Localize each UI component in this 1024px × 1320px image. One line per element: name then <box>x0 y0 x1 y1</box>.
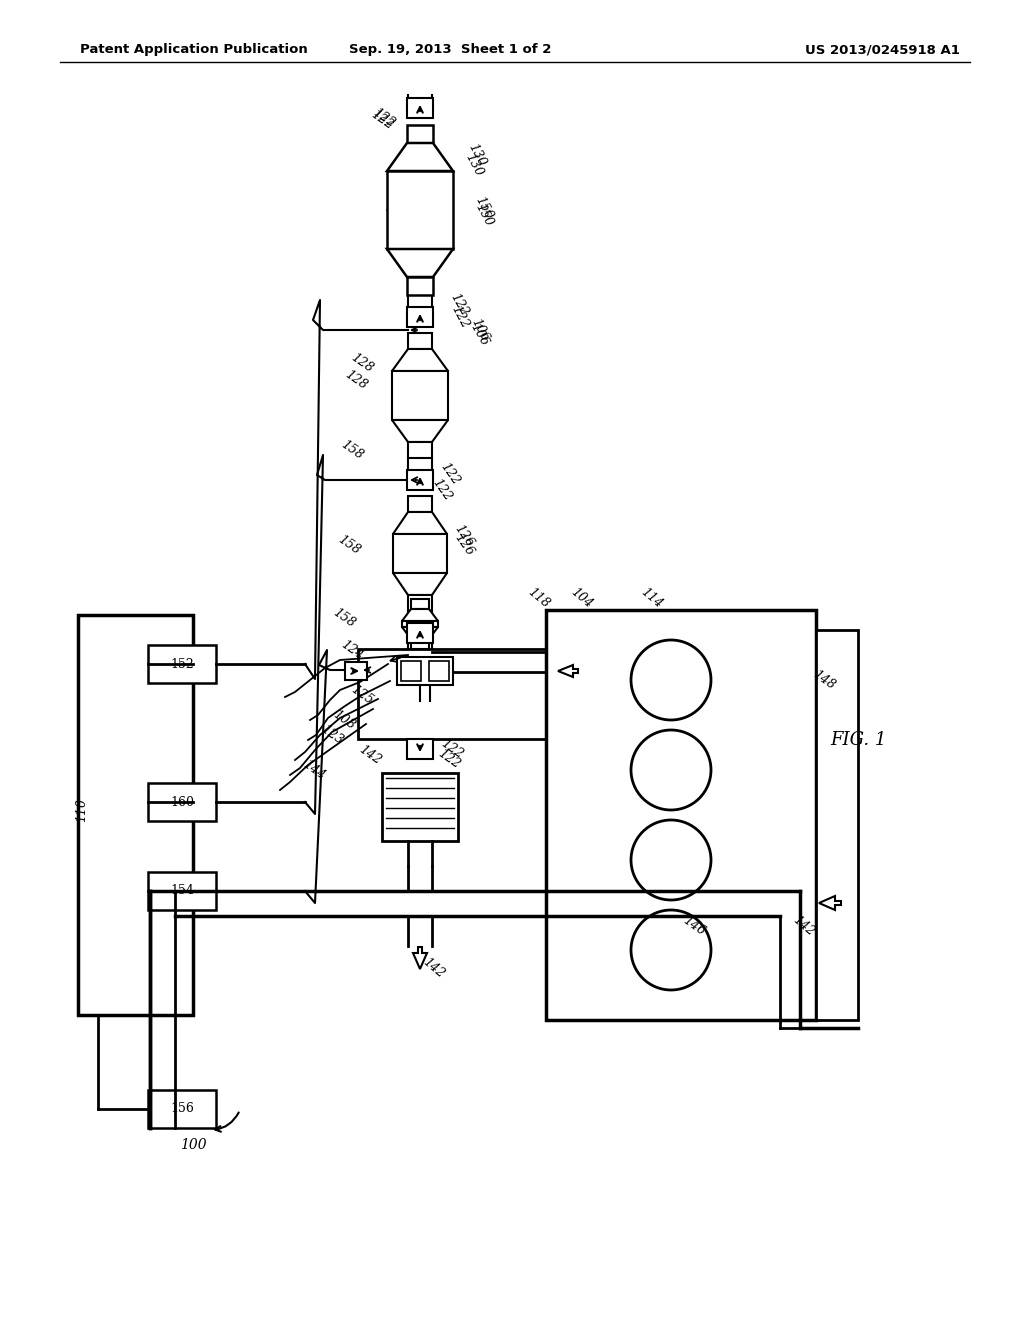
Polygon shape <box>392 348 449 371</box>
Polygon shape <box>387 143 453 172</box>
Text: 144: 144 <box>300 758 327 783</box>
Text: 122: 122 <box>438 461 463 487</box>
Circle shape <box>631 820 711 900</box>
Polygon shape <box>393 512 447 535</box>
Text: 122: 122 <box>449 292 471 318</box>
Text: 118: 118 <box>525 585 552 611</box>
Text: 156: 156 <box>170 1102 194 1115</box>
Text: 158: 158 <box>335 533 362 557</box>
Bar <box>393 535 447 573</box>
Polygon shape <box>413 946 427 969</box>
Text: 122: 122 <box>435 747 462 771</box>
Text: 124: 124 <box>338 638 366 663</box>
Text: 125: 125 <box>348 682 375 708</box>
Text: 122: 122 <box>368 108 395 132</box>
Polygon shape <box>558 665 578 677</box>
Text: 110: 110 <box>76 799 88 822</box>
Text: 122: 122 <box>449 304 471 330</box>
Polygon shape <box>402 609 438 620</box>
Text: FIG. 1: FIG. 1 <box>830 731 887 748</box>
Bar <box>148 783 216 821</box>
Text: 142: 142 <box>790 913 817 939</box>
Text: 150: 150 <box>472 194 495 222</box>
Bar <box>392 371 449 420</box>
Bar <box>387 172 453 249</box>
Circle shape <box>631 730 711 810</box>
Text: 130: 130 <box>462 152 484 178</box>
Text: 128: 128 <box>342 368 369 392</box>
Text: 160: 160 <box>170 796 194 808</box>
Text: 122: 122 <box>370 106 397 131</box>
Bar <box>407 470 433 490</box>
Bar <box>382 774 458 841</box>
Bar <box>816 630 858 1020</box>
Text: 123: 123 <box>318 723 345 747</box>
Text: 154: 154 <box>170 884 194 898</box>
Polygon shape <box>393 573 447 595</box>
Bar <box>401 661 421 681</box>
Text: Sep. 19, 2013  Sheet 1 of 2: Sep. 19, 2013 Sheet 1 of 2 <box>349 44 551 57</box>
Text: 126: 126 <box>452 532 476 558</box>
Text: 122: 122 <box>430 477 455 503</box>
Polygon shape <box>819 896 841 909</box>
Text: 126: 126 <box>452 523 476 549</box>
Text: Patent Application Publication: Patent Application Publication <box>80 44 308 57</box>
Bar <box>411 639 429 649</box>
Text: 122: 122 <box>438 737 465 762</box>
Text: 142: 142 <box>356 743 383 767</box>
Text: 106: 106 <box>468 317 490 343</box>
Text: 108: 108 <box>330 708 357 733</box>
Bar <box>408 333 432 348</box>
Bar <box>148 1090 216 1129</box>
Bar <box>407 277 433 294</box>
Bar <box>78 615 193 1015</box>
Circle shape <box>631 909 711 990</box>
Bar <box>407 125 433 143</box>
Text: 152: 152 <box>170 657 194 671</box>
Bar <box>148 873 216 909</box>
Circle shape <box>631 640 711 719</box>
Bar <box>408 442 432 458</box>
Text: 142: 142 <box>420 956 446 981</box>
Text: 128: 128 <box>348 351 375 375</box>
Bar <box>402 620 438 627</box>
Text: 130: 130 <box>465 141 487 169</box>
Bar <box>408 496 432 512</box>
Bar <box>546 610 816 1020</box>
Text: 106: 106 <box>468 321 492 348</box>
Bar <box>148 645 216 682</box>
Text: 150: 150 <box>472 202 495 228</box>
Text: 146: 146 <box>680 913 708 939</box>
Text: US 2013/0245918 A1: US 2013/0245918 A1 <box>805 44 961 57</box>
Text: 100: 100 <box>180 1138 207 1152</box>
Bar <box>345 663 367 680</box>
Text: 104: 104 <box>568 585 595 611</box>
Bar <box>429 661 449 681</box>
Polygon shape <box>392 420 449 442</box>
Text: 158: 158 <box>330 606 357 630</box>
Bar <box>358 649 550 739</box>
Bar <box>411 599 429 609</box>
Text: 114: 114 <box>638 585 665 611</box>
Text: 148: 148 <box>810 668 837 692</box>
Bar <box>397 657 453 685</box>
Bar <box>407 308 433 327</box>
Bar <box>407 98 433 117</box>
Bar <box>408 595 432 611</box>
Bar <box>407 739 433 759</box>
Bar <box>407 623 433 643</box>
Text: 158: 158 <box>338 438 366 462</box>
Polygon shape <box>387 249 453 277</box>
Polygon shape <box>402 627 438 639</box>
